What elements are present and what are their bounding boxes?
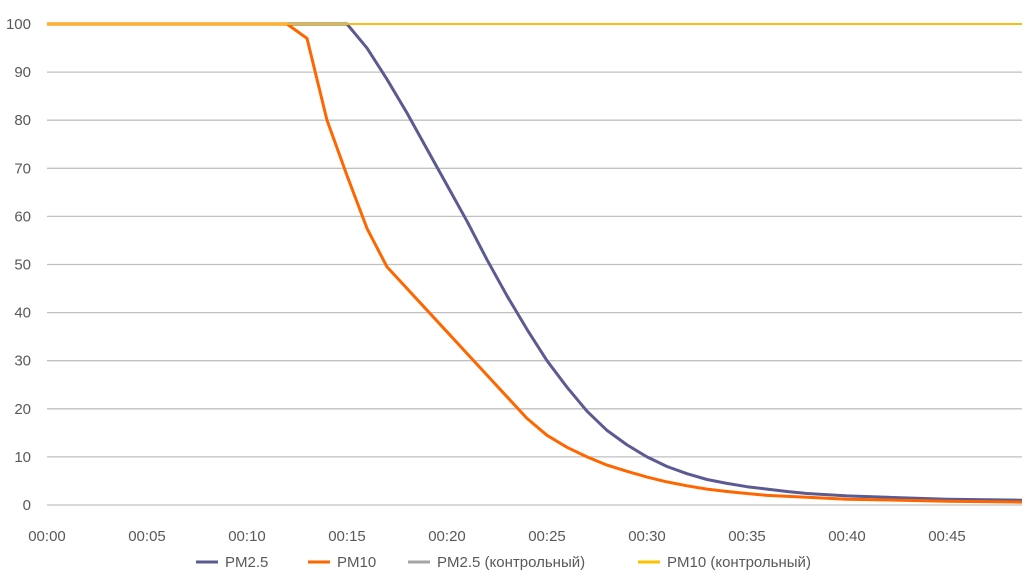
y-axis-labels: 0 10 20 30 40 50 60 70 80 90 100 [6,16,31,514]
y-tick-label: 80 [14,112,31,129]
legend-label: PM2.5 (контрольный) [437,554,585,571]
x-tick-label: 00:35 [728,528,766,545]
y-tick-label: 30 [14,353,31,370]
y-tick-label: 10 [14,449,31,466]
y-tick-label: 50 [14,257,31,274]
x-axis-labels: 00:00 00:05 00:10 00:15 00:20 00:25 00:30 00:35… [28,528,966,545]
y-tick-label: 20 [14,401,31,418]
x-tick-label: 00:25 [528,528,566,545]
series-line-pm2-5 [47,22,1023,502]
legend: PM2.5 PM10 PM2.5 (контрольный) PM10 (контро… [196,554,811,571]
series-line-pm10 [47,22,1023,504]
x-tick-label: 00:15 [328,528,366,545]
legend-item: PM2.5 [196,554,268,571]
x-tick-label: 00:00 [28,528,66,545]
y-tick-label: 70 [14,160,31,177]
legend-label: PM10 [337,554,376,571]
legend-label: PM2.5 [225,554,268,571]
legend-item: PM10 [308,554,376,571]
y-tick-label: 100 [6,16,31,33]
x-tick-label: 00:20 [428,528,466,545]
legend-item: PM2.5 (контрольный) [408,554,585,571]
x-tick-label: 00:05 [128,528,166,545]
x-tick-label: 00:30 [628,528,666,545]
legend-label: PM10 (контрольный) [667,554,811,571]
y-tick-label: 90 [14,64,31,81]
y-tick-label: 0 [23,497,31,514]
x-tick-label: 00:40 [828,528,866,545]
x-tick-label: 00:10 [228,528,266,545]
gridlines [47,23,1022,506]
y-tick-label: 60 [14,208,31,225]
legend-item: PM10 (контрольный) [638,554,811,571]
x-tick-label: 00:45 [928,528,966,545]
series-lines [47,22,1023,504]
y-tick-label: 40 [14,305,31,322]
